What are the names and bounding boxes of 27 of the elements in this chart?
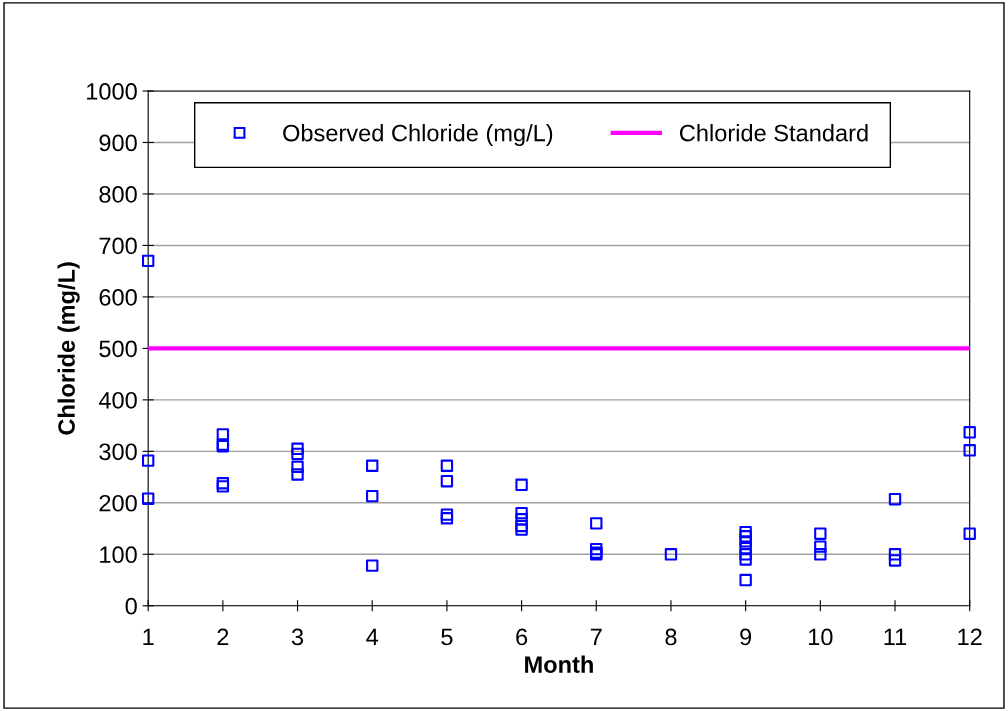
legend-label: Chloride Standard: [679, 124, 868, 142]
y-tick-label: 800: [99, 186, 137, 203]
y-tick-label: 700: [99, 237, 137, 255]
x-tick-label: 6: [516, 628, 528, 646]
y-tick-label: 400: [98, 391, 137, 409]
x-tick-label: 5: [441, 628, 453, 646]
y-tick-label: 900: [99, 134, 137, 152]
y-tick-label: 100: [100, 546, 137, 564]
x-tick-label: 8: [665, 628, 677, 646]
x-tick-label: 12: [958, 628, 982, 646]
y-tick-label: 500: [99, 340, 137, 358]
x-tick-label: 3: [291, 628, 304, 646]
x-tick-label: 7: [590, 628, 602, 646]
y-tick-label: 300: [99, 443, 137, 461]
y-axis-title: Chloride (mg/L): [57, 262, 80, 435]
y-tick-label: 600: [99, 288, 137, 306]
y-tick-label: 200: [99, 494, 137, 512]
y-tick-label: 1000: [87, 83, 137, 100]
x-tick-label: 10: [809, 628, 833, 646]
y-tick-label: 0: [125, 597, 137, 615]
x-tick-label: 4: [366, 628, 379, 646]
x-axis-title: Month: [525, 655, 593, 673]
x-tick-label: 11: [884, 628, 907, 646]
legend-label: Observed Chloride (mg/L): [283, 124, 553, 147]
x-tick-label: 2: [217, 628, 229, 646]
x-tick-label: 1: [143, 628, 154, 646]
x-tick-label: 9: [740, 628, 752, 646]
